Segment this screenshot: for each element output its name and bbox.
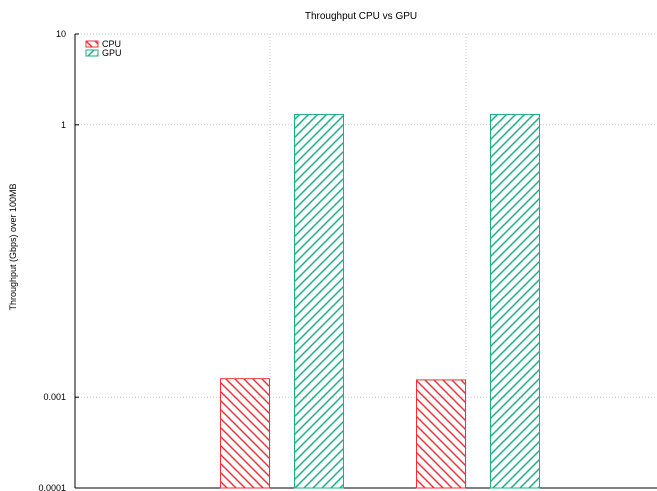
y-tick-label: 1 [61, 120, 66, 130]
bar-cpu-2 [416, 379, 466, 489]
grid-lines [75, 33, 657, 489]
axes [74, 33, 657, 489]
bar-gpu-1 [294, 113, 344, 489]
bars [220, 113, 540, 489]
bar-cpu-1 [220, 378, 270, 489]
legend-label-cpu: CPU [102, 39, 121, 49]
y-tick-label: 0.001 [43, 392, 66, 402]
legend: CPU GPU [85, 39, 122, 58]
chart-title: Throughput CPU vs GPU [305, 11, 417, 22]
y-tick-label: 0.0001 [38, 483, 66, 491]
legend-swatch-cpu [85, 40, 99, 48]
legend-swatch-gpu [85, 49, 99, 57]
y-tick-labels: 10 1 0.001 0.0001 [38, 29, 66, 491]
bar-gpu-2 [490, 113, 540, 489]
y-axis-label: Throughput (Gbps) over 100MB [8, 183, 18, 310]
legend-label-gpu: GPU [102, 48, 122, 58]
y-tick-label: 10 [56, 29, 66, 39]
